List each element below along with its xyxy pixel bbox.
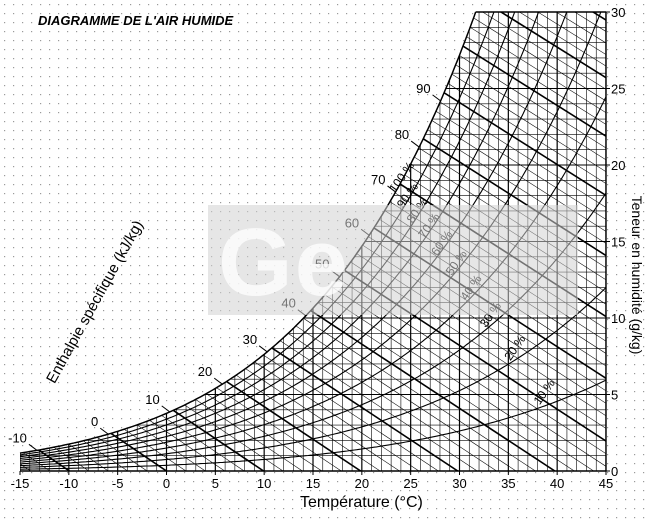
- enthalpy-line: [20, 12, 606, 471]
- y-tick-label: 20: [611, 158, 625, 173]
- x-tick-label: 15: [306, 476, 320, 491]
- x-tick-label: 40: [550, 476, 564, 491]
- x-tick-label: -10: [59, 476, 78, 491]
- y-tick-label: 5: [611, 388, 618, 403]
- x-tick-label: 30: [452, 476, 466, 491]
- rh-curve: [20, 287, 606, 468]
- x-tick-label: 25: [403, 476, 417, 491]
- enthalpy-tick: [387, 185, 396, 193]
- enthalpy-tick: [99, 427, 109, 435]
- enthalpy-tick: [258, 345, 268, 353]
- rh-curve: [20, 12, 606, 463]
- x-tick-label: 10: [257, 476, 271, 491]
- x-tick-label: -15: [11, 476, 30, 491]
- y-tick-label: 10: [611, 311, 625, 326]
- enthalpy-line: [57, 12, 606, 471]
- watermark-box: [208, 205, 578, 315]
- enthalpy-tick-label: 10: [145, 392, 159, 407]
- x-tick-label: 45: [599, 476, 613, 491]
- rh-curve: [20, 12, 606, 458]
- x-tick-label: -5: [112, 476, 124, 491]
- chart-title: DIAGRAMME DE L'AIR HUMIDE: [38, 13, 234, 28]
- y-tick-label: 0: [611, 464, 618, 479]
- enthalpy-line: [20, 12, 420, 471]
- enthalpy-tick: [432, 94, 441, 102]
- rh-curve: [20, 12, 606, 456]
- enthalpy-tick: [28, 443, 38, 451]
- enthalpy-line: [20, 12, 478, 471]
- enthalpy-line: [20, 12, 606, 471]
- enthalpy-line: [75, 12, 606, 471]
- y-axis-label: Teneur en humidité (g/kg): [629, 195, 645, 355]
- x-axis-label: Température (°C): [300, 494, 423, 511]
- enthalpy-tick: [213, 377, 223, 385]
- x-tick-label: 20: [355, 476, 369, 491]
- enthalpy-line: [111, 12, 606, 471]
- enthalpy-line: [20, 12, 606, 471]
- enthalpy-line: [20, 12, 606, 471]
- y-tick-label: 30: [611, 5, 625, 20]
- enthalpy-line: [20, 12, 400, 471]
- saturation-curve: [19, 11, 477, 454]
- rh-curve: [20, 379, 606, 470]
- enthalpy-tick-label: 80: [395, 127, 409, 142]
- rh-curve: [20, 12, 606, 460]
- enthalpy-tick-label: -10: [8, 430, 27, 445]
- enthalpy-line: [21, 12, 606, 471]
- enthalpy-line: [39, 12, 606, 471]
- enthalpy-tick: [410, 140, 420, 148]
- x-tick-label: 0: [163, 476, 170, 491]
- y-tick-label: 25: [611, 82, 625, 97]
- enthalpy-tick-label: 30: [243, 332, 257, 347]
- enthalpy-line: [20, 12, 459, 471]
- enthalpy-tick-label: 90: [416, 81, 430, 96]
- watermark-text: Ge: [218, 209, 351, 316]
- enthalpy-tick-label: 0: [91, 414, 98, 429]
- enthalpy-tick: [161, 405, 171, 413]
- x-tick-label: 35: [501, 476, 515, 491]
- enthalpy-tick-label: 70: [371, 172, 385, 187]
- enthalpy-line: [20, 12, 439, 471]
- rh-curve: [20, 12, 606, 461]
- y-tick-label: 15: [611, 235, 625, 250]
- x-tick-label: 5: [212, 476, 219, 491]
- enthalpy-tick-label: 20: [198, 364, 212, 379]
- enthalpy-line: [93, 12, 606, 471]
